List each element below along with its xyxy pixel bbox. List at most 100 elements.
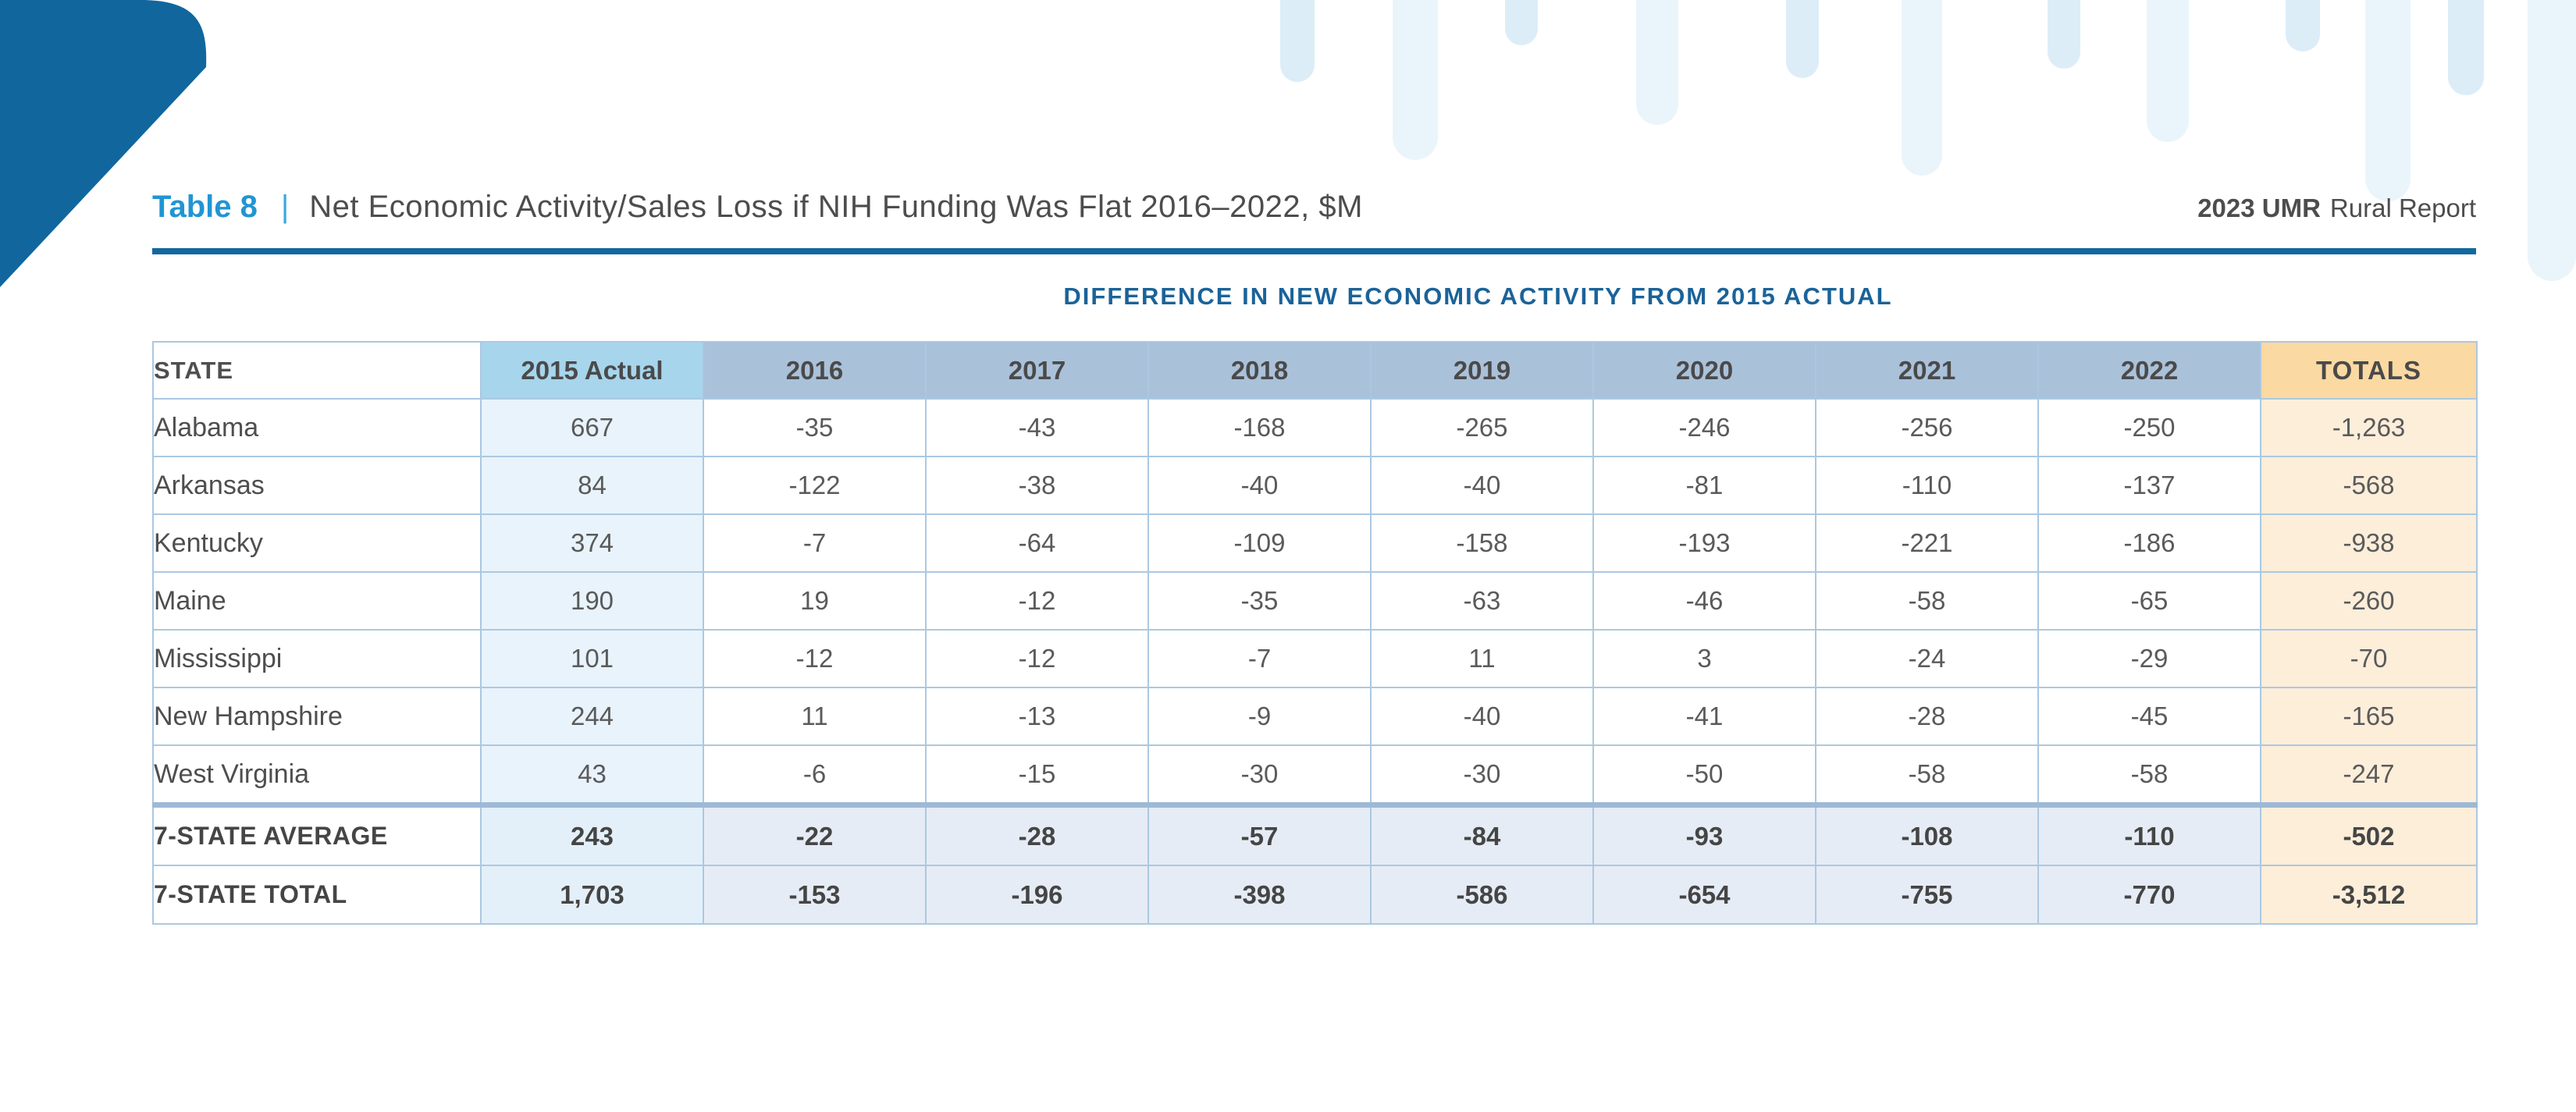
cell-value: -40 <box>1370 687 1594 746</box>
cell-value: -110 <box>1815 456 2039 515</box>
cell-value: -46 <box>1592 571 1816 631</box>
cell-value: 667 <box>480 398 704 457</box>
table-caption: DIFFERENCE IN NEW ECONOMIC ACTIVITY FROM… <box>1063 282 1893 310</box>
cell-value: -158 <box>1370 513 1594 573</box>
cell-value: -45 <box>2037 687 2261 746</box>
col-header-2015: 2015 Actual <box>480 341 704 400</box>
corner-swoosh <box>0 0 207 287</box>
cell-value: -221 <box>1815 513 2039 573</box>
cell-value: 11 <box>1370 629 1594 688</box>
col-header-state: STATE <box>152 341 482 400</box>
cell-value: -58 <box>1815 571 2039 631</box>
cell-value: -6 <box>703 744 927 806</box>
decorative-bar <box>1393 0 1438 160</box>
title-band: Table 8 | Net Economic Activity/Sales Lo… <box>152 190 2476 225</box>
cell-value: -586 <box>1370 865 1594 925</box>
cell-value: -63 <box>1370 571 1594 631</box>
cell-value: -12 <box>925 571 1149 631</box>
cell-value: -64 <box>925 513 1149 573</box>
cell-value: -246 <box>1592 398 1816 457</box>
cell-value: -30 <box>1147 744 1372 806</box>
table-row: West Virginia 43 -6 -15 -30 -30 -50 -58 … <box>152 744 2478 806</box>
cell-value: -15 <box>925 744 1149 806</box>
cell-value: -168 <box>1147 398 1372 457</box>
cell-value: -568 <box>2260 456 2478 515</box>
cell-value: -108 <box>1815 802 2039 866</box>
table-row: Maine 190 19 -12 -35 -63 -46 -58 -65 -26… <box>152 571 2478 631</box>
cell-value: -109 <box>1147 513 1372 573</box>
summary-label: 7-STATE TOTAL <box>152 865 482 925</box>
report-tag: 2023 UMR Rural Report <box>2197 194 2476 223</box>
cell-value: -24 <box>1815 629 2039 688</box>
cell-value: -22 <box>703 802 927 866</box>
title-rule <box>152 248 2476 254</box>
decorative-bar <box>2365 0 2411 201</box>
cell-value: 243 <box>480 802 704 866</box>
cell-value: -502 <box>2260 802 2478 866</box>
cell-value: -938 <box>2260 513 2478 573</box>
cell-value: -137 <box>2037 456 2261 515</box>
cell-value: -247 <box>2260 744 2478 806</box>
cell-value: -193 <box>1592 513 1816 573</box>
cell-value: 11 <box>703 687 927 746</box>
state-name: Mississippi <box>152 629 482 688</box>
cell-value: -81 <box>1592 456 1816 515</box>
table-row: Kentucky 374 -7 -64 -109 -158 -193 -221 … <box>152 513 2478 573</box>
summary-label: 7-STATE AVERAGE <box>152 802 482 866</box>
cell-value: -110 <box>2037 802 2261 866</box>
cell-value: -35 <box>1147 571 1372 631</box>
cell-value: 374 <box>480 513 704 573</box>
cell-value: -7 <box>703 513 927 573</box>
cell-value: -30 <box>1370 744 1594 806</box>
cell-value: 19 <box>703 571 927 631</box>
cell-value: -70 <box>2260 629 2478 688</box>
cell-value: -1,263 <box>2260 398 2478 457</box>
cell-value: -12 <box>925 629 1149 688</box>
state-name: West Virginia <box>152 744 482 806</box>
economic-activity-table: STATE 2015 Actual 2016 2017 2018 2019 20… <box>152 341 2478 925</box>
cell-value: -65 <box>2037 571 2261 631</box>
decorative-bar <box>1636 0 1678 125</box>
cell-value: 190 <box>480 571 704 631</box>
cell-value: 43 <box>480 744 704 806</box>
cell-value: -398 <box>1147 865 1372 925</box>
decorative-bar <box>1902 0 1942 176</box>
cell-value: -260 <box>2260 571 2478 631</box>
cell-value: -35 <box>703 398 927 457</box>
cell-value: -28 <box>925 802 1149 866</box>
cell-value: -186 <box>2037 513 2261 573</box>
col-header-2022: 2022 <box>2037 341 2261 400</box>
state-name: Alabama <box>152 398 482 457</box>
header-row: STATE 2015 Actual 2016 2017 2018 2019 20… <box>152 341 2478 400</box>
cell-value: -122 <box>703 456 927 515</box>
cell-value: -40 <box>1370 456 1594 515</box>
decorative-bar <box>2147 0 2189 142</box>
state-name: Maine <box>152 571 482 631</box>
cell-value: -265 <box>1370 398 1594 457</box>
state-name: New Hampshire <box>152 687 482 746</box>
cell-value: -770 <box>2037 865 2261 925</box>
decorative-bar <box>2048 0 2080 69</box>
state-name: Arkansas <box>152 456 482 515</box>
table-row: Mississippi 101 -12 -12 -7 11 3 -24 -29 … <box>152 629 2478 688</box>
cell-value: -40 <box>1147 456 1372 515</box>
cell-value: -28 <box>1815 687 2039 746</box>
summary-row-average: 7-STATE AVERAGE 243 -22 -28 -57 -84 -93 … <box>152 802 2478 866</box>
col-header-2017: 2017 <box>925 341 1149 400</box>
cell-value: -57 <box>1147 802 1372 866</box>
table-number-label: Table 8 <box>152 190 258 224</box>
cell-value: -153 <box>703 865 927 925</box>
cell-value: 3 <box>1592 629 1816 688</box>
cell-value: -43 <box>925 398 1149 457</box>
col-header-2018: 2018 <box>1147 341 1372 400</box>
summary-row-total: 7-STATE TOTAL 1,703 -153 -196 -398 -586 … <box>152 865 2478 925</box>
state-name: Kentucky <box>152 513 482 573</box>
cell-value: -84 <box>1370 802 1594 866</box>
col-header-2020: 2020 <box>1592 341 1816 400</box>
cell-value: -3,512 <box>2260 865 2478 925</box>
decorative-bar <box>1280 0 1315 82</box>
report-tag-bold: 2023 UMR <box>2197 194 2321 222</box>
cell-value: -165 <box>2260 687 2478 746</box>
report-tag-rest: Rural Report <box>2329 194 2476 222</box>
